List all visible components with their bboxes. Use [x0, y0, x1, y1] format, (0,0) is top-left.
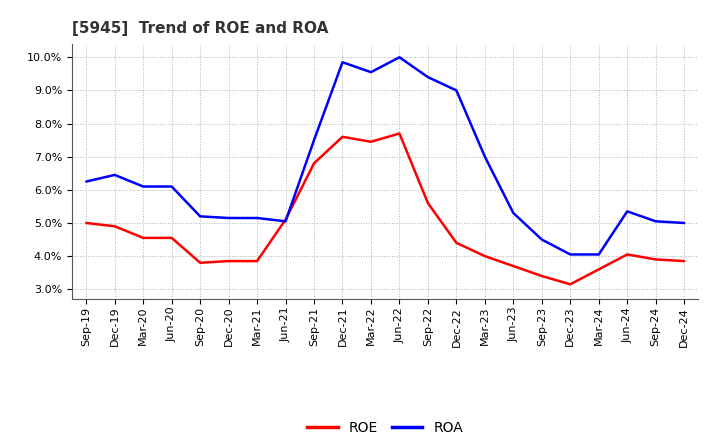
Text: [5945]  Trend of ROE and ROA: [5945] Trend of ROE and ROA	[72, 21, 328, 36]
Legend: ROE, ROA: ROE, ROA	[302, 415, 469, 440]
